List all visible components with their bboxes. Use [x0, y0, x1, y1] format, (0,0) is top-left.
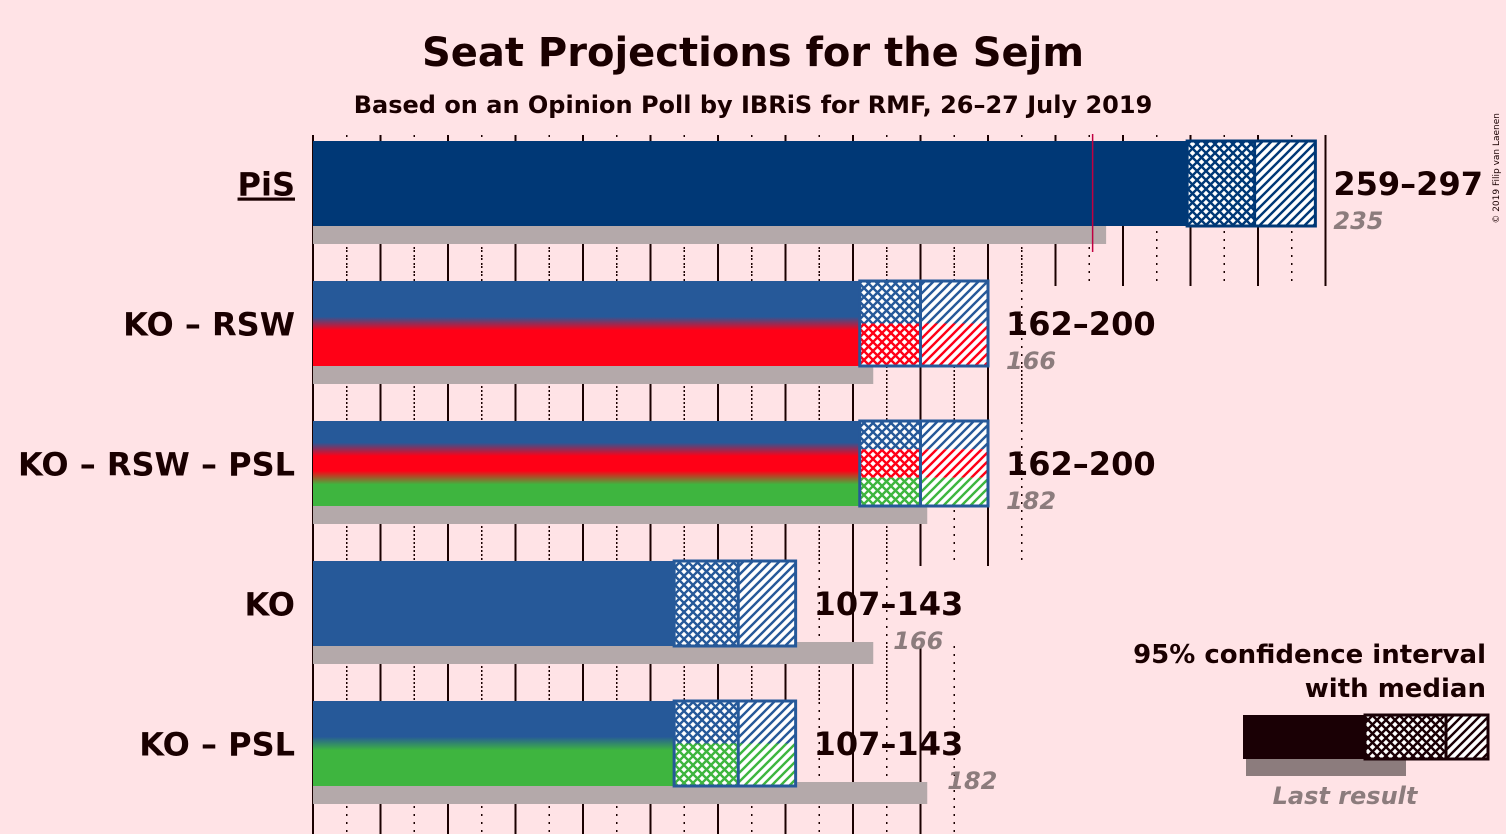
ci-upper-hatch: [920, 281, 988, 324]
ci-upper-hatch: [1254, 141, 1316, 226]
legend-crosshatch: [1365, 715, 1446, 759]
seat-bar: [313, 141, 1188, 226]
party-label: KO – RSW: [123, 306, 295, 344]
range-label: 162–200: [1006, 305, 1156, 343]
party-label: PiS: [238, 166, 295, 204]
ci-upper-hatch: [738, 561, 796, 646]
ci-upper-hatch: [920, 477, 988, 506]
last-result-label: 182: [947, 767, 997, 795]
last-result-label: 235: [1333, 207, 1383, 235]
party-label: KO – PSL: [139, 726, 295, 764]
ci-lower-hatch: [859, 323, 921, 366]
ci-lower-hatch: [1187, 141, 1255, 226]
range-label: 162–200: [1006, 445, 1156, 483]
ci-lower-hatch: [859, 477, 921, 506]
seat-bar: [313, 561, 675, 646]
party-label: KO – RSW – PSL: [18, 446, 295, 484]
ci-lower-hatch: [674, 701, 739, 744]
ci-lower-hatch: [859, 449, 921, 478]
legend-line1: 95% confidence interval: [1133, 640, 1486, 670]
party-row-2: KO – RSW – PSL 162–200 182: [18, 419, 1156, 524]
last-result-bar: [313, 222, 1107, 244]
range-label: 259–297: [1333, 165, 1483, 203]
ci-upper-hatch: [920, 449, 988, 478]
ci-outline: [672, 559, 798, 648]
legend-last-result-label: Last result: [1273, 782, 1419, 810]
bars: PiS 259–297 235 KO – RSW 162–200 166 KO – RSW …: [18, 134, 1483, 804]
ci-lower-hatch: [674, 743, 739, 786]
legend-line2: with median: [1305, 674, 1486, 704]
seat-bar: [313, 421, 860, 506]
last-result-label: 166: [1006, 347, 1056, 375]
party-row-1: KO – RSW 162–200 166: [123, 279, 1156, 384]
last-result-label: 182: [1006, 487, 1056, 515]
ci-outline: [858, 419, 990, 508]
party-row-4: KO – PSL 107–143 182: [139, 699, 997, 804]
ci-upper-hatch: [738, 743, 796, 786]
ci-upper-hatch: [738, 701, 796, 744]
chart-title: Seat Projections for the Sejm: [422, 30, 1084, 76]
range-label: 107–143: [814, 725, 964, 763]
ci-outline: [858, 279, 990, 368]
last-result-label: 166: [893, 627, 943, 655]
chart-subtitle: Based on an Opinion Poll by IBRiS for RM…: [354, 91, 1153, 119]
ci-upper-hatch: [920, 421, 988, 450]
legend-ci-outline: [1363, 713, 1490, 761]
copyright: © 2019 Filip van Laenen: [1492, 113, 1502, 224]
legend: 95% confidence interval with median Last…: [1133, 640, 1490, 810]
party-label: KO: [244, 586, 295, 624]
last-result-bar: [313, 502, 928, 524]
party-row-3: KO 107–143 166: [244, 559, 964, 664]
legend-solid-bar: [1243, 715, 1365, 759]
ci-lower-hatch: [859, 281, 921, 324]
range-label: 107–143: [814, 585, 964, 623]
ci-upper-hatch: [920, 323, 988, 366]
ci-lower-hatch: [859, 421, 921, 450]
legend-diagonal: [1446, 715, 1488, 759]
seat-bar: [313, 701, 675, 786]
ci-outline: [1185, 139, 1317, 228]
ci-lower-hatch: [674, 561, 739, 646]
last-result-bar: [313, 362, 874, 384]
seat-bar: [313, 281, 860, 366]
party-row-0: PiS 259–297 235: [238, 139, 1483, 244]
ci-outline: [672, 699, 798, 788]
